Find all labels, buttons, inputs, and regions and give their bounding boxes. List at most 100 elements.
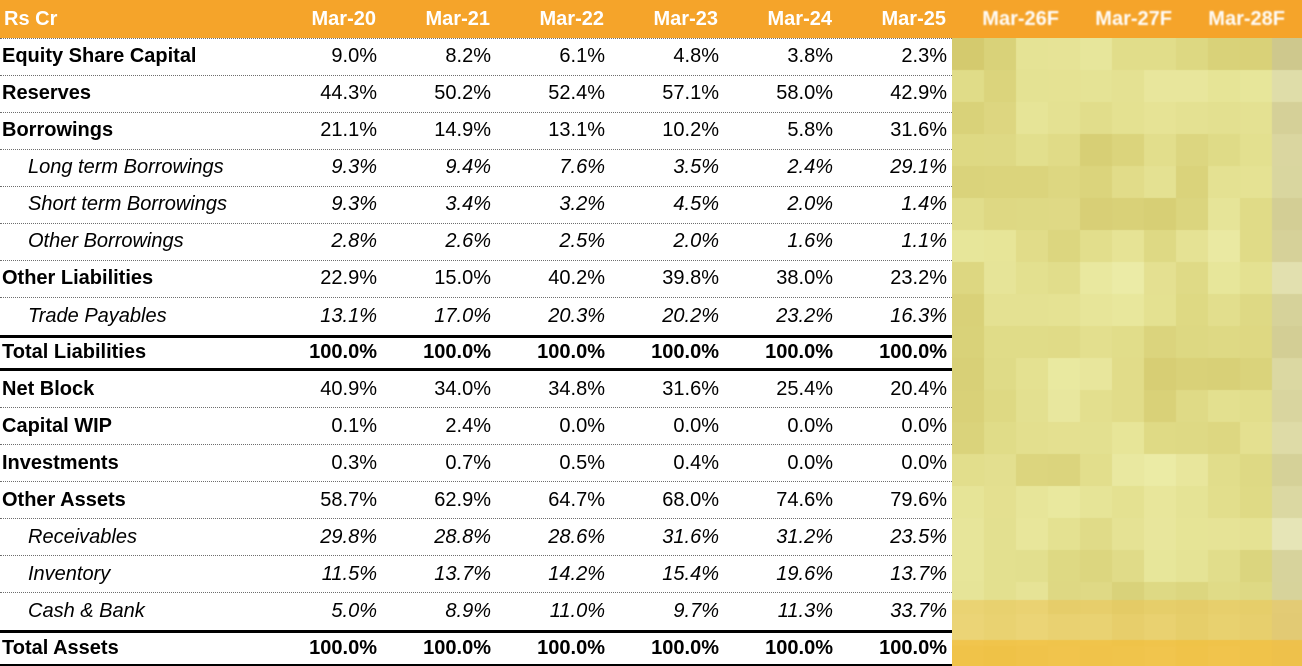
cell-value: 21.1% (320, 119, 377, 142)
cell-value: 100.0% (537, 341, 605, 364)
cell-value: 20.2% (662, 304, 719, 327)
cell-value: 10.2% (662, 119, 719, 142)
cell-value: 3.2% (559, 193, 605, 216)
cell-value: 39.8% (662, 267, 719, 290)
row-label: Long term Borrowings (28, 156, 224, 179)
row-label: Cash & Bank (28, 600, 145, 623)
cell-value: 0.0% (787, 414, 833, 437)
cell-value: 0.0% (901, 451, 947, 474)
cell-value: 0.0% (673, 414, 719, 437)
cell-value: 79.6% (890, 488, 947, 511)
cell-value: 7.6% (559, 156, 605, 179)
column-header: Mar-25 (881, 7, 946, 30)
table-row: Total Liabilities 100.0% 100.0% 100.0% 100.0… (0, 334, 952, 372)
cell-value: 100.0% (765, 637, 833, 660)
cell-value: 6.1% (559, 45, 605, 68)
row-label: Other Liabilities (2, 267, 154, 290)
cell-value: 14.2% (548, 562, 605, 585)
cell-value: 57.1% (662, 82, 719, 105)
cell-value: 42.9% (890, 82, 947, 105)
table-row: Investments 0.3% 0.7% 0.5% 0.4% 0.0% 0.0% (0, 445, 952, 483)
cell-value: 23.2% (776, 304, 833, 327)
cell-value: 64.7% (548, 488, 605, 511)
forecast-column-header: Mar-28F (1208, 7, 1285, 30)
cell-value: 19.6% (776, 562, 833, 585)
table-row: Capital WIP 0.1% 2.4% 0.0% 0.0% 0.0% 0.0% (0, 408, 952, 446)
cell-value: 31.6% (890, 119, 947, 142)
table-row: Trade Payables 13.1% 17.0% 20.3% 20.2% 23.2% 1… (0, 298, 952, 335)
row-label: Other Borrowings (28, 230, 184, 253)
cell-value: 1.1% (901, 230, 947, 253)
cell-value: 23.2% (890, 267, 947, 290)
cell-value: 23.5% (890, 525, 947, 548)
cell-value: 74.6% (776, 488, 833, 511)
cell-value: 3.8% (787, 45, 833, 68)
cell-value: 28.6% (548, 525, 605, 548)
row-label: Equity Share Capital (2, 45, 197, 68)
cell-value: 9.3% (331, 156, 377, 179)
cell-value: 29.8% (320, 525, 377, 548)
forecast-column-header: Mar-27F (1095, 7, 1172, 30)
cell-value: 52.4% (548, 82, 605, 105)
redacted-forecast-region (952, 38, 1302, 666)
cell-value: 100.0% (309, 637, 377, 660)
header-label-rs-cr: Rs Cr (4, 7, 58, 30)
cell-value: 31.6% (662, 377, 719, 400)
cell-value: 22.9% (320, 267, 377, 290)
table-row: Reserves 44.3% 50.2% 52.4% 57.1% 58.0% 42.9% (0, 76, 952, 113)
row-label: Investments (2, 451, 119, 474)
cell-value: 0.0% (901, 414, 947, 437)
column-header: Mar-23 (653, 7, 718, 30)
cell-value: 34.0% (434, 377, 491, 400)
cell-value: 100.0% (537, 637, 605, 660)
cell-value: 11.0% (549, 600, 605, 623)
cell-value: 31.2% (776, 525, 833, 548)
cell-value: 9.4% (445, 156, 491, 179)
table-row: Other Borrowings 2.8% 2.6% 2.5% 2.0% 1.6% 1.1% (0, 224, 952, 261)
cell-value: 100.0% (765, 341, 833, 364)
cell-value: 100.0% (651, 341, 719, 364)
row-label: Inventory (28, 562, 111, 585)
cell-value: 13.7% (434, 562, 491, 585)
cell-value: 4.5% (673, 193, 719, 216)
cell-value: 100.0% (879, 341, 947, 364)
cell-value: 1.6% (787, 230, 833, 253)
column-header: Mar-21 (425, 7, 490, 30)
table-row: Borrowings 21.1% 14.9% 13.1% 10.2% 5.8% 31.6% (0, 113, 952, 150)
cell-value: 14.9% (434, 119, 491, 142)
cell-value: 58.0% (776, 82, 833, 105)
row-label: Borrowings (2, 119, 114, 142)
cell-value: 3.4% (445, 193, 491, 216)
cell-value: 11.5% (321, 562, 377, 585)
cell-value: 2.8% (331, 230, 377, 253)
cell-value: 100.0% (879, 637, 947, 660)
cell-value: 15.4% (662, 562, 719, 585)
cell-value: 2.3% (901, 45, 947, 68)
cell-value: 0.5% (559, 451, 605, 474)
cell-value: 0.7% (445, 451, 491, 474)
row-label: Capital WIP (2, 414, 113, 437)
cell-value: 2.0% (673, 230, 719, 253)
cell-value: 2.4% (445, 414, 491, 437)
row-label: Trade Payables (28, 304, 167, 327)
cell-value: 100.0% (423, 341, 491, 364)
cell-value: 38.0% (776, 267, 833, 290)
cell-value: 40.9% (320, 377, 377, 400)
cell-value: 11.3% (777, 600, 833, 623)
cell-value: 2.4% (787, 156, 833, 179)
cell-value: 44.3% (320, 82, 377, 105)
cell-value: 0.0% (787, 451, 833, 474)
cell-value: 25.4% (776, 377, 833, 400)
cell-value: 0.4% (673, 451, 719, 474)
cell-value: 3.5% (673, 156, 719, 179)
cell-value: 62.9% (434, 488, 491, 511)
cell-value: 100.0% (651, 637, 719, 660)
cell-value: 13.7% (890, 562, 947, 585)
table-header-row: Rs Cr Mar-20 Mar-21 Mar-22 Mar-23 Mar-24 Mar-… (0, 0, 1302, 38)
cell-value: 29.1% (890, 156, 947, 179)
cell-value: 40.2% (548, 267, 605, 290)
table-row: Long term Borrowings 9.3% 9.4% 7.6% 3.5% 2.4%… (0, 150, 952, 187)
cell-value: 2.6% (445, 230, 491, 253)
cell-value: 20.3% (548, 304, 605, 327)
cell-value: 0.3% (331, 451, 377, 474)
